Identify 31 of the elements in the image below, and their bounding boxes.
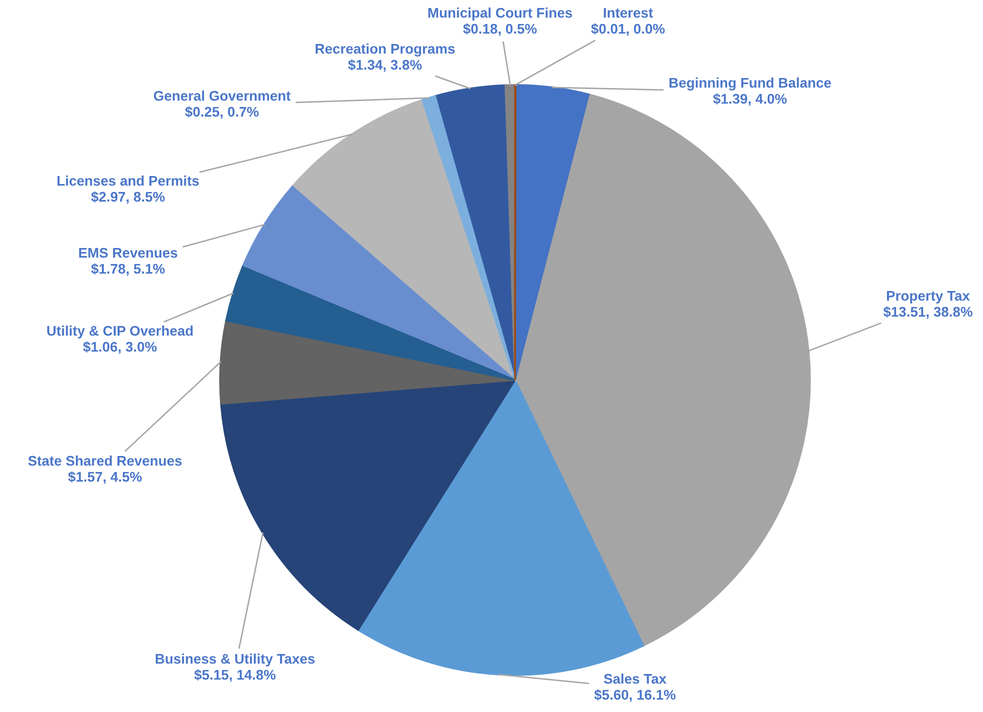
slice-label: Licenses and Permits	[58, 176, 199, 186]
slice-label: Interest	[604, 8, 653, 18]
data-label: $5.15, 14.8%	[194, 669, 276, 682]
slice-label: Municipal Court Fines	[428, 8, 572, 20]
data-label: $2.97, 8.5%	[91, 191, 165, 204]
pie-slice	[242, 186, 516, 381]
data-label: $13.51, 38.8%	[883, 306, 972, 319]
slice-label: EMS Revenues	[79, 248, 178, 258]
data-label: $5.60, 16.1%	[594, 689, 676, 702]
data-label: $1.34, 3.8%	[348, 59, 422, 72]
slice-label: Property Tax	[886, 291, 970, 304]
pie-slice	[225, 266, 516, 381]
slice-label: Recreation Programs	[316, 44, 455, 57]
pie-slice	[514, 84, 590, 381]
slice-label: State Shared Revenues	[28, 456, 182, 466]
pie-slice	[291, 99, 516, 381]
data-label: $1.78, 5.1%	[91, 263, 165, 276]
data-label: $1.57, 4.5%	[68, 471, 142, 484]
slice-label: Sales Tax	[604, 674, 666, 684]
data-label: $0.01, 0.0%	[591, 23, 665, 36]
slice-label: Business & Utility Taxes	[156, 654, 315, 666]
pie-slice	[422, 95, 516, 381]
data-label: $1.39, 4.0%	[713, 93, 787, 106]
data-label: $0.18, 0.5%	[463, 23, 537, 36]
slice-label: Utility & CIP Overhead	[47, 326, 193, 338]
data-label: $1.06, 3.0%	[83, 341, 157, 354]
slice-label: General Government	[154, 90, 291, 101]
slice-label: Beginning Fund Balance	[670, 78, 831, 91]
pie-slice	[220, 379, 516, 631]
data-label: $0.25, 0.7%	[185, 106, 259, 119]
pie-slice	[219, 320, 516, 405]
